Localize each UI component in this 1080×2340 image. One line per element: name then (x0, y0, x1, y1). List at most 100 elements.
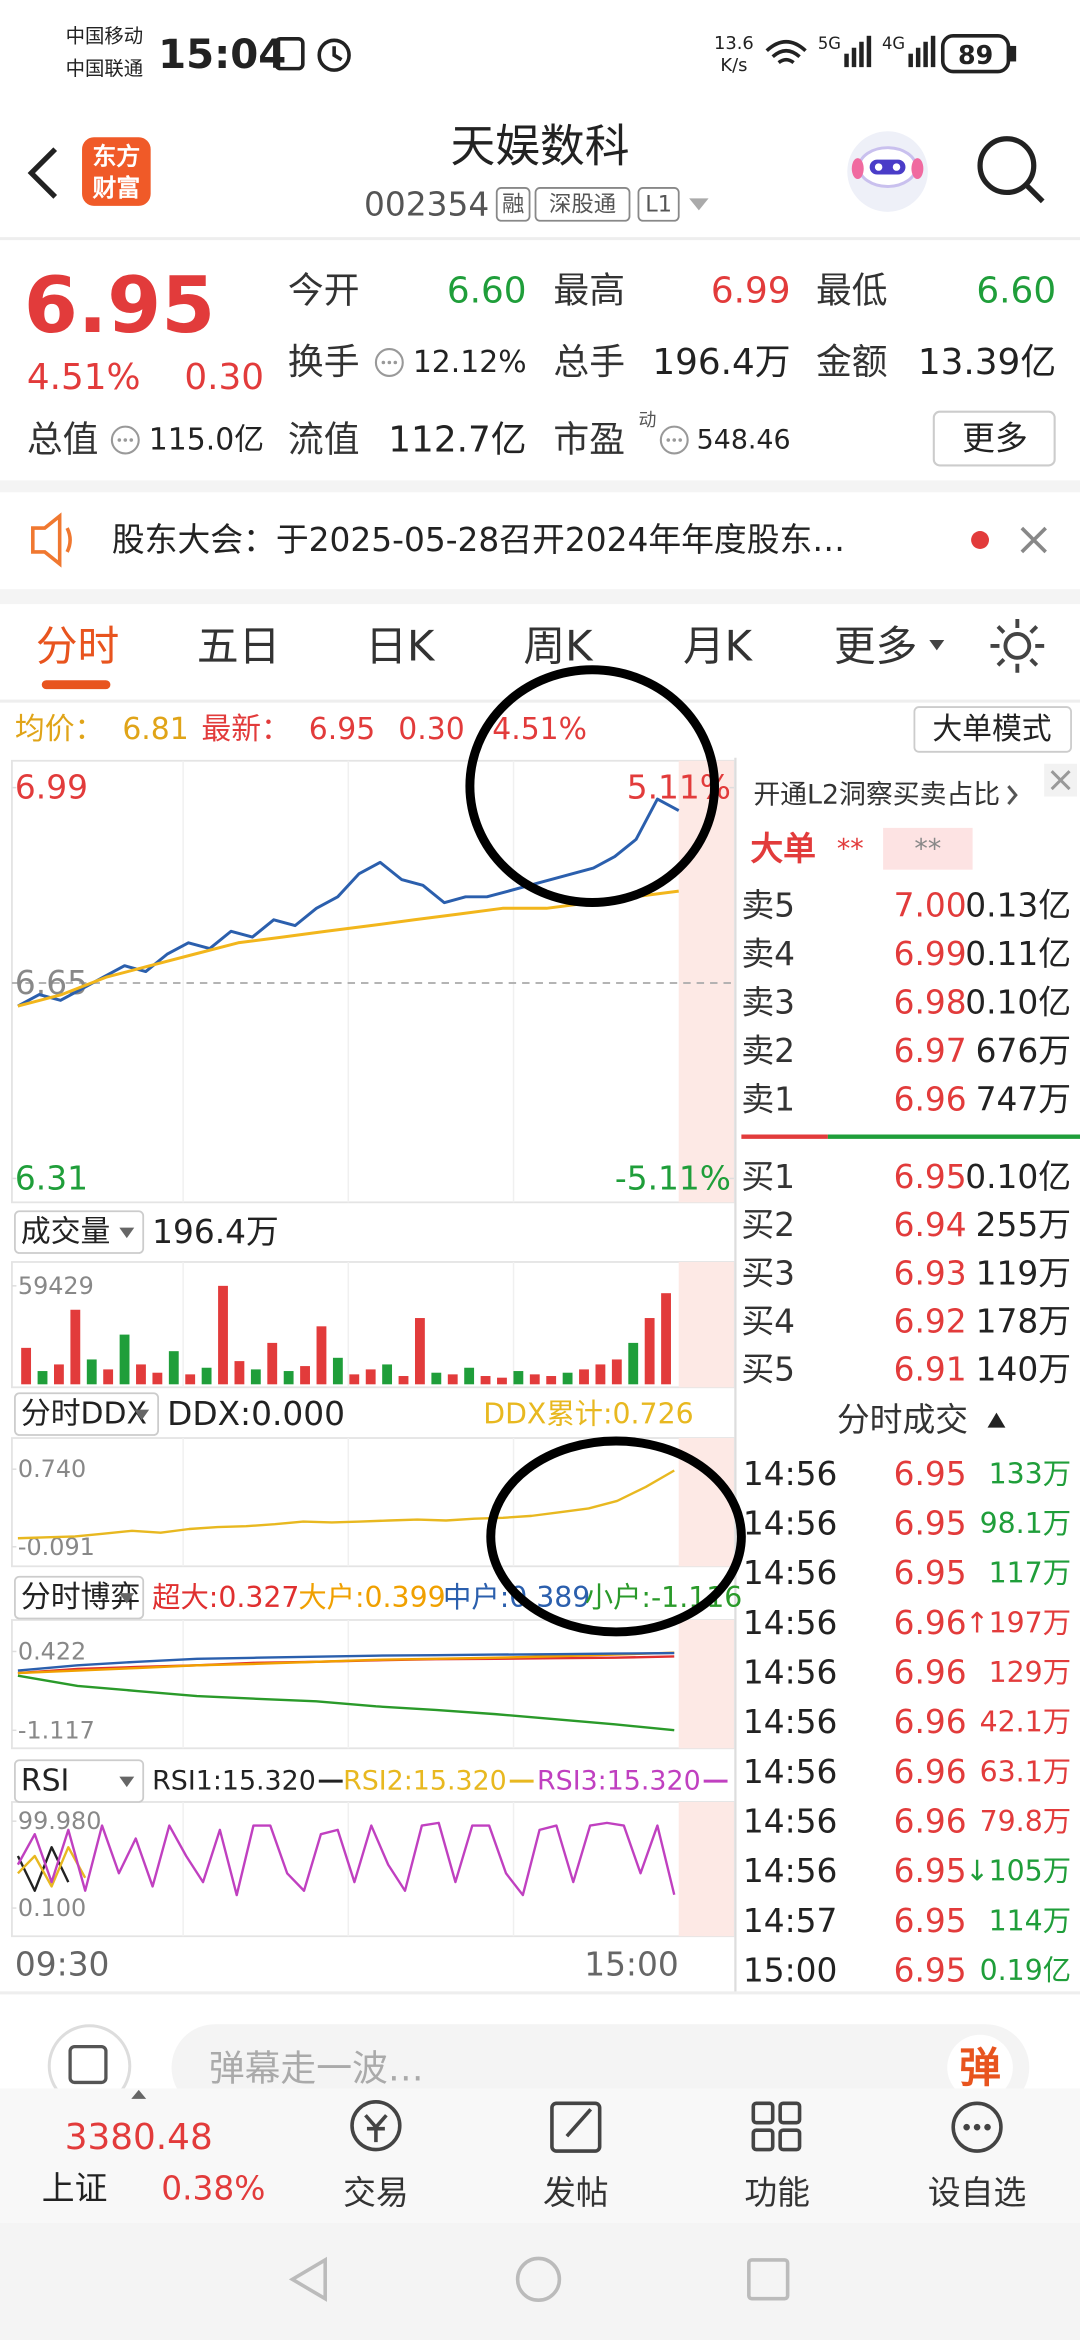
search-button[interactable] (977, 136, 1045, 204)
more-button[interactable] (932, 410, 1056, 467)
nav-home[interactable] (515, 2256, 562, 2303)
trade-price: 6.96 (894, 1654, 967, 1692)
settings-icon[interactable] (990, 619, 1045, 673)
tab[interactable]: 更多 (834, 621, 917, 670)
signal-bars (844, 35, 936, 68)
tab[interactable]: 周K (523, 621, 594, 670)
tab[interactable]: 五日 (197, 621, 281, 670)
info-dot (393, 360, 398, 365)
volume-bar (168, 1351, 179, 1385)
assistant-avatar[interactable] (847, 131, 928, 212)
book-level: 买4 (741, 1303, 795, 1341)
info-icon[interactable] (374, 348, 404, 377)
trade-volume: 63.1万 (980, 1755, 1071, 1788)
network-type: 4G (882, 34, 905, 53)
last-price: 6.95 (24, 261, 215, 351)
volume-bar (37, 1371, 48, 1385)
volume-bar (53, 1364, 64, 1385)
book-level: 买5 (741, 1351, 795, 1389)
back-button[interactable] (27, 147, 58, 199)
info-dot (672, 438, 677, 442)
volume-bar (119, 1334, 130, 1385)
volume-bar (497, 1377, 507, 1385)
indicator-selector[interactable] (14, 1392, 160, 1436)
field-label: 最高 (553, 270, 625, 311)
volume-bar (349, 1374, 360, 1385)
info-icon[interactable] (659, 425, 689, 455)
trade-price: 6.95 (894, 1902, 967, 1940)
volume-bar (234, 1361, 245, 1385)
nav-item[interactable]: 交易 (343, 2174, 409, 2212)
trade-time: 14:56 (743, 1455, 838, 1493)
info-icon[interactable] (110, 425, 140, 455)
pe-badge: 动 (638, 410, 656, 431)
selector-arrow (134, 1409, 150, 1421)
chart-frame (11, 1619, 735, 1750)
selector-arrow (119, 1227, 135, 1239)
stock-code: 002354 (364, 185, 489, 223)
selector-arrow (119, 1776, 135, 1788)
tab[interactable]: 月K (683, 621, 754, 670)
volume-bar (661, 1293, 671, 1385)
volume-bar (267, 1342, 278, 1385)
l2-link[interactable]: 开通L2洞察买卖占比 (753, 780, 1000, 811)
field-value: 115.0亿 (149, 423, 264, 458)
indicator-selector[interactable] (14, 1575, 145, 1620)
y-tick-label: 0.422 (18, 1637, 86, 1665)
comment-icon-glyph (68, 2044, 108, 2085)
nav-item[interactable]: 发帖 (543, 2174, 609, 2212)
after-hours-shade (678, 1261, 734, 1388)
volume-bar (382, 1364, 393, 1385)
close-notice[interactable] (1020, 526, 1047, 554)
nav-back[interactable] (288, 2256, 327, 2302)
tab[interactable]: 日K (365, 621, 436, 670)
nav-recent[interactable] (747, 2258, 790, 2301)
field-value: 6.60 (976, 270, 1056, 311)
status-icons (274, 34, 1017, 74)
y-tick-label: -1.117 (18, 1716, 95, 1744)
info-dot (666, 438, 671, 442)
danmaku-button[interactable] (947, 2034, 1013, 2101)
close-l2-x (1050, 770, 1071, 791)
field-label: 最低 (816, 270, 888, 311)
book-price: 6.97 (894, 1032, 967, 1070)
dropdown-arrow[interactable] (689, 198, 709, 211)
legend-entry: DDX累计:0.726 (483, 1398, 693, 1431)
book-level: 卖3 (741, 983, 795, 1021)
trade-price: 6.95 (894, 1852, 967, 1890)
nav-item[interactable]: 设自选 (928, 2174, 1026, 2212)
bottom-nav (0, 2088, 1080, 2223)
series-line (17, 889, 679, 1008)
info-dot (381, 360, 386, 365)
more-arrow (929, 639, 945, 651)
latest-label: 最新： (201, 712, 290, 747)
volume-bar (283, 1371, 294, 1385)
field-label: 市盈 (553, 420, 625, 461)
comment-placeholder[interactable]: 弹幕走一波… (209, 2049, 424, 2090)
trade-volume: 0.19亿 (980, 1954, 1071, 1987)
y-tick-label: 99.980 (18, 1807, 102, 1835)
indicator-selector[interactable] (14, 1210, 145, 1254)
nav-item[interactable]: 功能 (744, 2174, 810, 2212)
volume-bar (431, 1372, 442, 1385)
notice-text[interactable]: 股东大会：于2025-05-28召开2024年年度股东… (112, 521, 845, 559)
tab[interactable]: 分时 (36, 621, 120, 670)
indicator-selector[interactable] (14, 1759, 145, 1803)
volume-bar (201, 1367, 212, 1385)
mode-button[interactable] (913, 706, 1072, 753)
book-level: 买1 (741, 1158, 795, 1196)
system-nav (0, 2222, 1080, 2340)
book-price: 7.00 (894, 886, 967, 924)
series-line (17, 1469, 675, 1540)
book-volume: 747万 (976, 1080, 1071, 1118)
field-label: 总手 (553, 342, 625, 383)
index-value[interactable]: 3380.48 (65, 2117, 213, 2158)
book-level: 卖2 (741, 1032, 795, 1070)
trade-volume: 133万 (989, 1457, 1071, 1490)
index-change: 0.38% (161, 2169, 265, 2207)
legend-entry: 超大:0.327 (152, 1581, 299, 1614)
danmaku-label[interactable]: 弹 (959, 2043, 1001, 2092)
volume-bar (185, 1374, 196, 1385)
clock: 15:04 (158, 32, 286, 78)
field-value: 196.4万 (652, 342, 790, 383)
